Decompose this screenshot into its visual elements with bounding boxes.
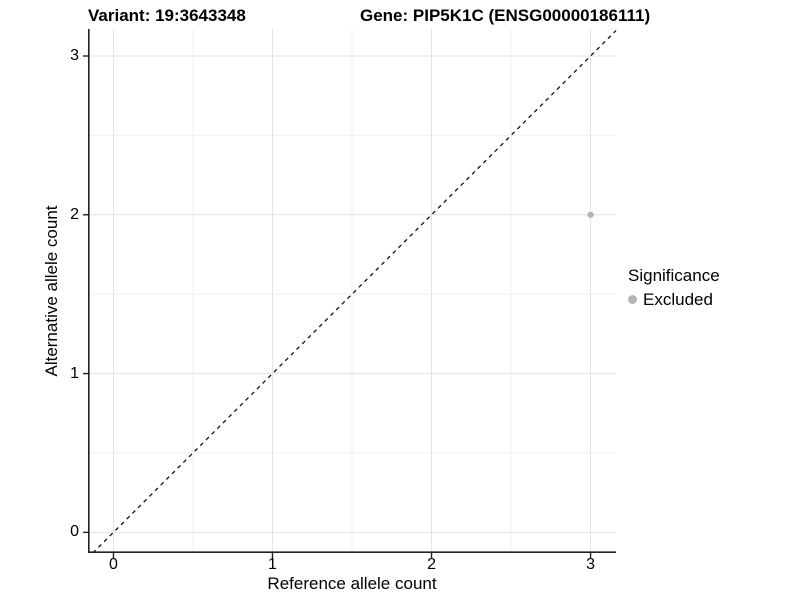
y-axis-label: Alternative allele count (42, 205, 61, 377)
x-tick-label: 3 (586, 556, 595, 573)
x-tick-label: 2 (427, 556, 436, 573)
legend-item: Excluded (628, 290, 720, 309)
x-axis-label: Reference allele count (267, 574, 437, 593)
legend-item-label: Excluded (643, 290, 713, 309)
legend: Significance Excluded (628, 266, 720, 309)
y-tick-label: 0 (70, 523, 79, 541)
plot-panel (83, 29, 617, 558)
gene-title: Gene: PIP5K1C (ENSG00000186111) (360, 6, 651, 25)
y-tick-label: 2 (70, 205, 79, 223)
data-point (587, 211, 594, 218)
legend-items: Excluded (628, 290, 720, 309)
y-tick-label: 3 (70, 46, 79, 64)
plot-panel-svg (83, 29, 617, 558)
legend-title: Significance (628, 266, 720, 285)
variant-title: Variant: 19:3643348 (88, 6, 246, 25)
y-tick-label: 1 (70, 364, 79, 382)
x-tick-label: 0 (108, 556, 118, 573)
legend-point-icon (628, 295, 637, 304)
identity-dashed-line (92, 30, 617, 554)
x-tick-label: 1 (268, 556, 277, 573)
